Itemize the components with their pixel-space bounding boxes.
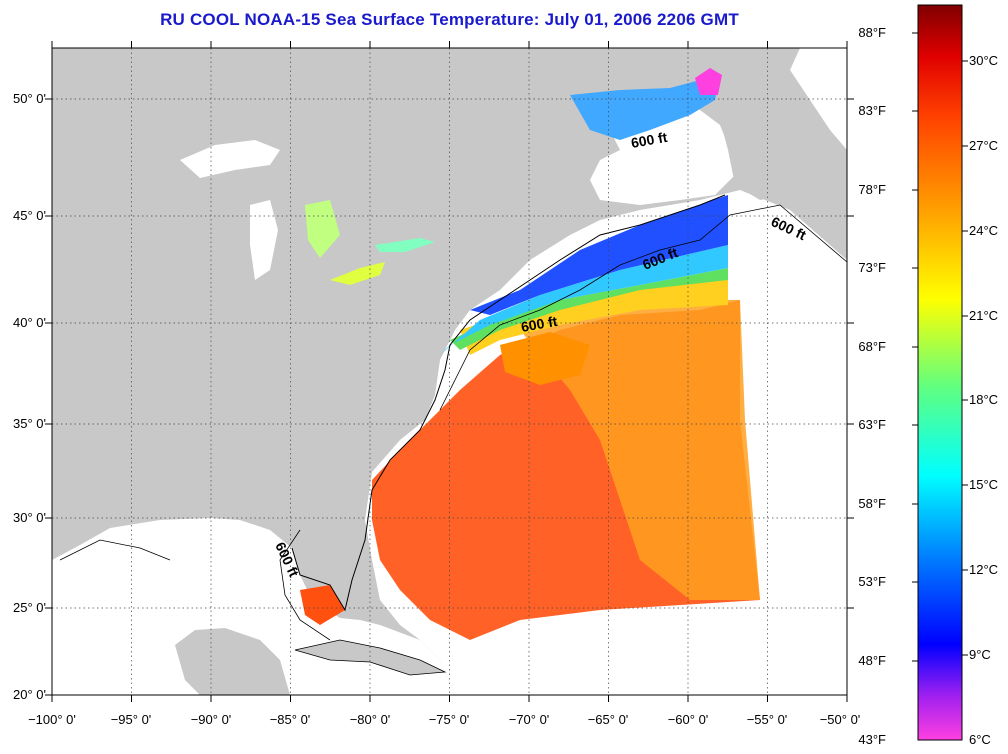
east-coast-line: [364, 194, 726, 541]
lon-label: −70° 0': [508, 712, 550, 727]
colorbar-c-label: 18°C: [969, 392, 999, 407]
colorbar-f-label: 53°F: [858, 574, 886, 589]
isobath-line: [279, 529, 331, 641]
lon-label: −50° 0': [819, 712, 861, 727]
sst-swath-yellow: [460, 278, 728, 355]
lon-label: −100° 0': [28, 712, 76, 727]
colorbar: [917, 4, 963, 741]
colorbar-f-label: 43°F: [858, 732, 886, 747]
lon-label: −95° 0': [110, 712, 152, 727]
colorbar-f-label: 63°F: [858, 417, 886, 432]
lat-label: 25° 0': [13, 600, 46, 615]
sst-florida-keys: [300, 585, 345, 625]
sst-lake-erie: [330, 262, 385, 285]
sst-swath-cyan: [440, 245, 728, 355]
lon-label: −60° 0': [667, 712, 709, 727]
colorbar-f-label: 88°F: [858, 25, 886, 40]
yucatan-land: [200, 668, 262, 695]
lake-michigan: [250, 200, 278, 280]
sst-gulf-stlawrence: [570, 75, 720, 140]
lon-label: −55° 0': [746, 712, 788, 727]
axis-ticks: [45, 41, 854, 702]
colorbar-c-label: 27°C: [969, 138, 999, 153]
lat-label: 35° 0': [13, 416, 46, 431]
colorbar-c-label: 9°C: [969, 647, 991, 662]
colorbar-c-label: 21°C: [969, 308, 999, 323]
lon-label: −75° 0': [428, 712, 470, 727]
colorbar-f-label: 68°F: [858, 339, 886, 354]
isobath-label: 600 ft: [520, 313, 559, 335]
isobath-line: [59, 539, 171, 561]
lat-label: 20° 0': [13, 687, 46, 702]
map-title: RU COOL NOAA-15 Sea Surface Temperature:…: [160, 10, 739, 29]
isobath-line: [439, 204, 847, 411]
colorbar-f-label: 73°F: [858, 260, 886, 275]
cuba-land: [294, 639, 447, 676]
lat-label: 50° 0': [13, 91, 46, 106]
colorbar-f-label: 48°F: [858, 653, 886, 668]
lon-label: −80° 0': [349, 712, 391, 727]
sst-magenta-patch: [695, 68, 722, 95]
colorbar-ticks: [912, 32, 968, 662]
colorbar-c-label: 12°C: [969, 562, 999, 577]
sst-lake-huron: [305, 200, 340, 258]
lon-label: −65° 0': [587, 712, 629, 727]
graticule: [52, 48, 847, 695]
colorbar-c-label: 30°C: [969, 53, 999, 68]
sst-lake-ontario: [375, 238, 435, 252]
isobath-label: 600 ft: [630, 129, 669, 151]
colorbar-c-label: 15°C: [969, 477, 999, 492]
lat-label: 45° 0': [13, 208, 46, 223]
lon-label: −85° 0': [269, 712, 311, 727]
newfoundland-land: [720, 75, 820, 200]
lake-superior: [180, 140, 280, 178]
colorbar-f-label: 78°F: [858, 182, 886, 197]
colorbar-f-label: 58°F: [858, 496, 886, 511]
lat-label: 40° 0': [13, 315, 46, 330]
colorbar-f-label: 83°F: [858, 103, 886, 118]
lon-label: −90° 0': [190, 712, 232, 727]
florida-coast: [291, 539, 366, 612]
sst-swath-green: [450, 268, 728, 350]
lat-label: 30° 0': [13, 510, 46, 525]
colorbar-c-label: 24°C: [969, 223, 999, 238]
colorbar-c-label: 6°C: [969, 732, 991, 747]
sst-swath-blue: [470, 195, 728, 315]
sst-swath-orange-core: [500, 332, 590, 385]
